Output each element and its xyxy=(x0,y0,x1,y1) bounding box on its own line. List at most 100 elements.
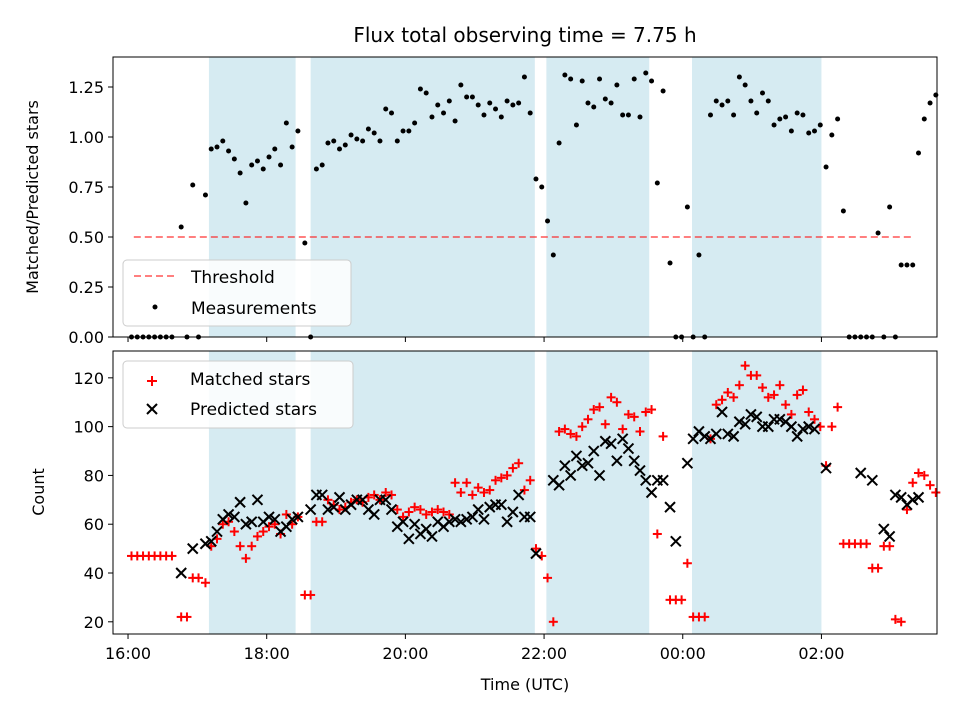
measurement-point xyxy=(591,104,597,110)
top-y-ticks: 0.00 0.25 0.50 0.75 1.00 1.25 xyxy=(68,78,113,347)
measurement-point xyxy=(452,118,458,124)
matched-star-point xyxy=(566,429,576,439)
predicted-star-point xyxy=(205,535,217,548)
matched-star-point xyxy=(456,488,466,497)
measurement-point xyxy=(579,78,585,84)
legend-measurements-swatch xyxy=(152,304,158,310)
predicted-star-point xyxy=(222,508,235,521)
predicted-star-point xyxy=(501,516,513,528)
predicted-star-point xyxy=(251,494,264,506)
measurement-point xyxy=(331,138,337,144)
matched-star-point xyxy=(369,490,379,500)
measurement-point xyxy=(475,102,481,108)
matched-star-point xyxy=(577,422,587,432)
matched-star-point xyxy=(623,409,633,419)
predicted-star-point xyxy=(745,408,757,421)
measurement-point xyxy=(614,82,620,88)
matched-star-point xyxy=(723,387,733,397)
predicted-star-point xyxy=(478,513,490,526)
matched-star-point xyxy=(317,517,327,527)
measurement-point xyxy=(545,218,551,224)
matched-star-point xyxy=(387,490,397,500)
matched-star-point xyxy=(641,407,651,417)
matched-star-point xyxy=(711,400,721,410)
matched-star-point xyxy=(491,475,501,485)
predicted-star-point xyxy=(582,457,594,469)
matched-star-point xyxy=(531,544,541,554)
predicted-star-point xyxy=(727,430,740,443)
measurement-point xyxy=(597,76,603,82)
measurement-point xyxy=(202,192,208,198)
matched-star-point xyxy=(508,463,518,473)
matched-star-point xyxy=(270,519,280,529)
matched-star-point xyxy=(218,519,228,529)
predicted-star-point xyxy=(524,511,536,523)
matched-star-point xyxy=(323,495,333,505)
measurement-point xyxy=(516,100,522,106)
matched-star-point xyxy=(404,507,414,517)
x-tick-label: 20:00 xyxy=(382,644,428,663)
matched-star-point xyxy=(496,473,506,483)
measurement-point xyxy=(620,112,626,118)
matched-star-point xyxy=(833,402,843,412)
measurement-point xyxy=(765,98,771,104)
measurement-point xyxy=(533,176,539,182)
x-axis-label: Time (UTC) xyxy=(480,675,569,694)
top-y-axis-label: Matched/Predicted stars xyxy=(23,100,42,294)
observing-band-3 xyxy=(546,351,650,634)
bottom-legend-box xyxy=(122,360,354,429)
measurement-point xyxy=(631,76,637,82)
measurement-point xyxy=(643,70,649,76)
measurement-point xyxy=(295,128,301,134)
matched-star-point xyxy=(589,405,599,415)
matched-star-point xyxy=(410,502,420,512)
measurement-point xyxy=(458,82,464,88)
measurement-point xyxy=(806,130,812,136)
matched-star-point xyxy=(427,507,437,517)
predicted-star-point xyxy=(907,494,919,506)
matched-star-point xyxy=(919,470,929,480)
matched-star-point xyxy=(247,541,257,551)
x-tick-label: 00:00 xyxy=(660,644,706,663)
predicted-star-point xyxy=(657,474,669,487)
y-tick-label: 60 xyxy=(84,515,104,534)
x-tick-label: 02:00 xyxy=(798,644,844,663)
measurement-point xyxy=(637,114,643,120)
measurement-point xyxy=(283,120,289,126)
measurement-point xyxy=(725,98,731,104)
measurement-point xyxy=(406,128,412,134)
measurement-point xyxy=(342,142,348,148)
matched-star-point xyxy=(792,390,802,400)
matched-star-point xyxy=(392,505,402,515)
measurement-point xyxy=(660,88,666,94)
measurement-point xyxy=(562,72,568,78)
predicted-star-point xyxy=(664,501,676,513)
predicted-star-point xyxy=(187,542,199,555)
predicted-star-point xyxy=(616,433,629,445)
predicted-star-point xyxy=(322,503,334,516)
measurement-point xyxy=(568,76,574,82)
predicted-star-point xyxy=(576,459,588,472)
matched-star-point xyxy=(700,612,710,622)
matched-star-point xyxy=(258,527,268,537)
predicted-star-point xyxy=(495,498,508,511)
predicted-star-point xyxy=(593,469,606,482)
predicted-star-point xyxy=(599,435,612,447)
measurement-point xyxy=(835,116,841,122)
matched-star-point xyxy=(781,400,791,410)
matched-star-point xyxy=(182,612,192,622)
predicted-star-point xyxy=(883,530,896,543)
predicted-star-point xyxy=(286,513,298,526)
measurement-point xyxy=(423,90,429,96)
predicted-star-point xyxy=(553,479,565,491)
measurement-point xyxy=(337,146,343,152)
matched-star-point xyxy=(809,414,819,424)
predicted-star-point xyxy=(645,486,658,499)
measurement-point xyxy=(319,162,325,168)
predicted-star-point xyxy=(722,428,734,440)
measurement-point xyxy=(875,230,881,236)
predicted-star-point xyxy=(304,503,317,516)
measurement-point xyxy=(921,116,927,122)
measurement-point xyxy=(759,90,765,96)
measurement-point xyxy=(800,112,806,118)
